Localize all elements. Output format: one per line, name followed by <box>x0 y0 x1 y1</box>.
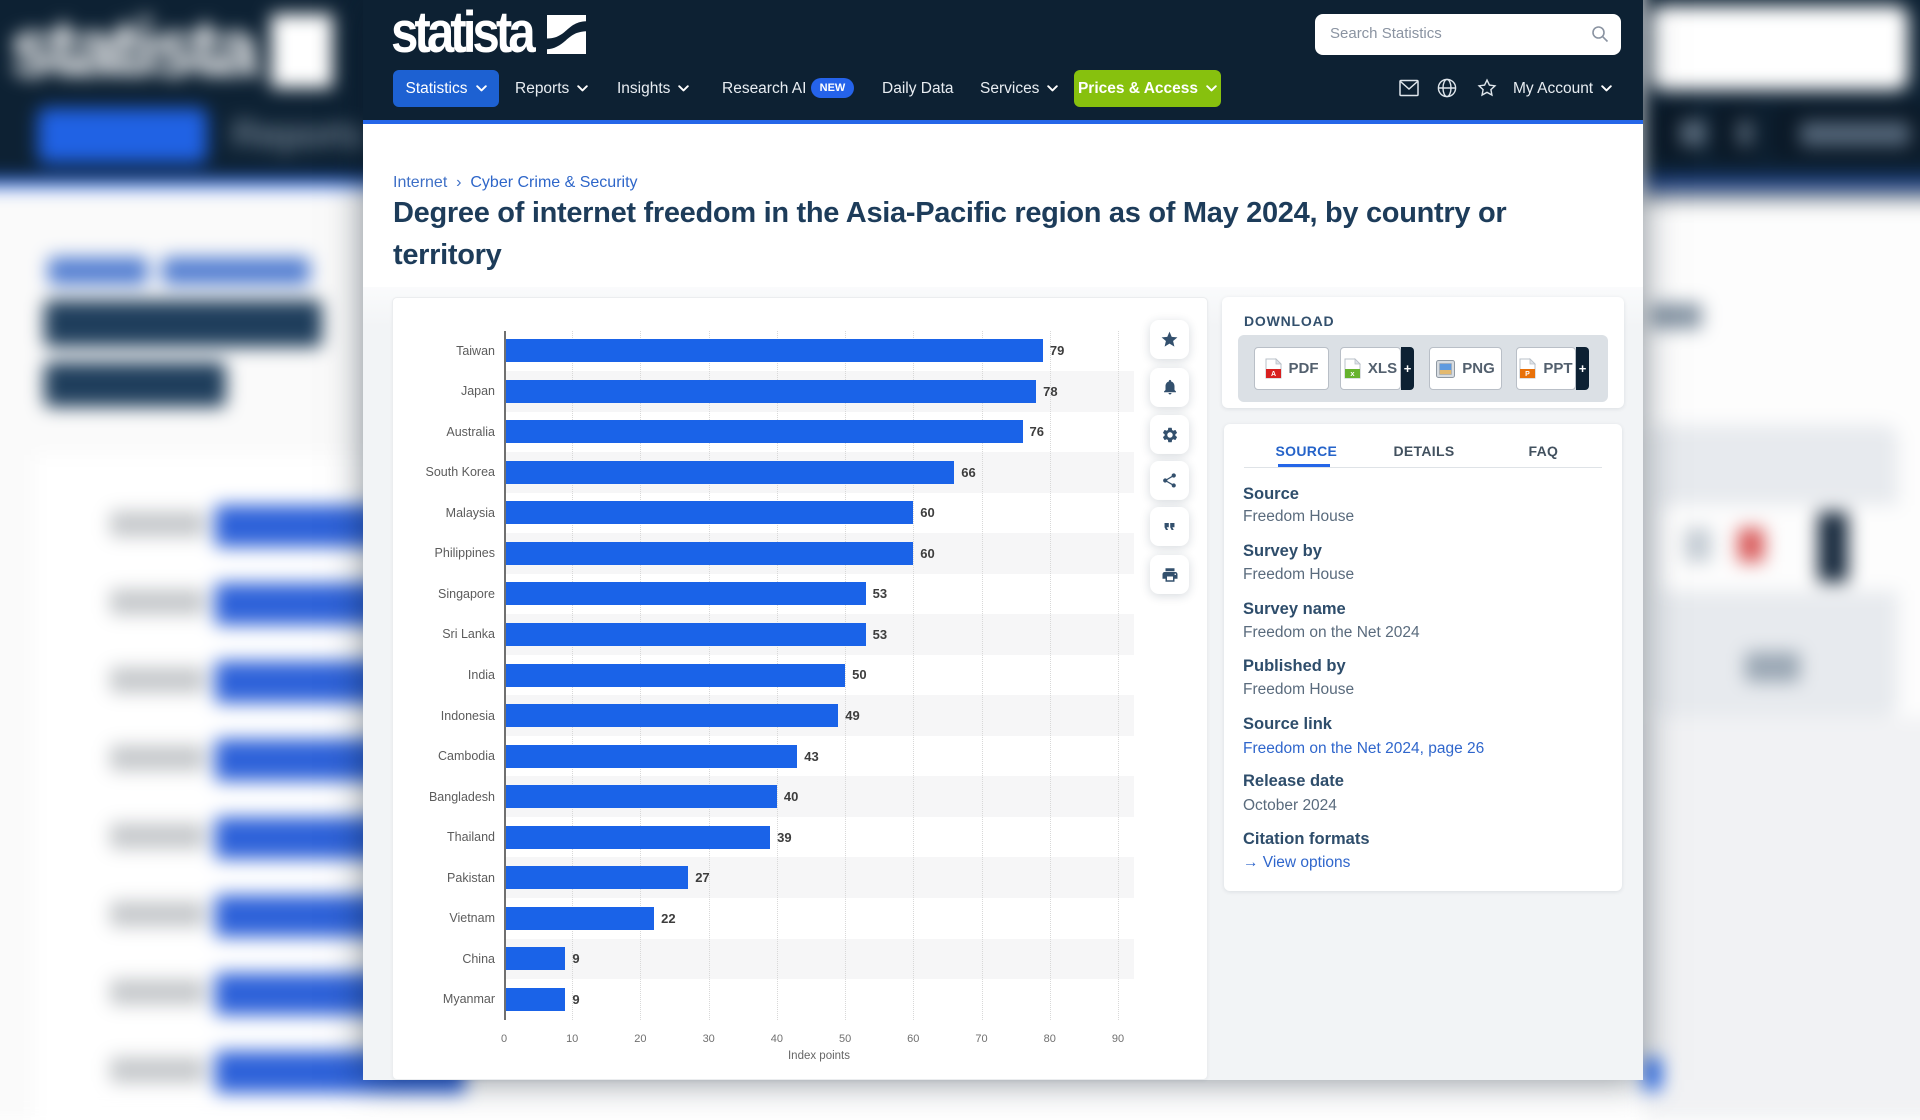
svg-text:P: P <box>1526 371 1531 378</box>
svg-text:A: A <box>1270 371 1275 378</box>
svg-text:x: x <box>1350 369 1355 378</box>
